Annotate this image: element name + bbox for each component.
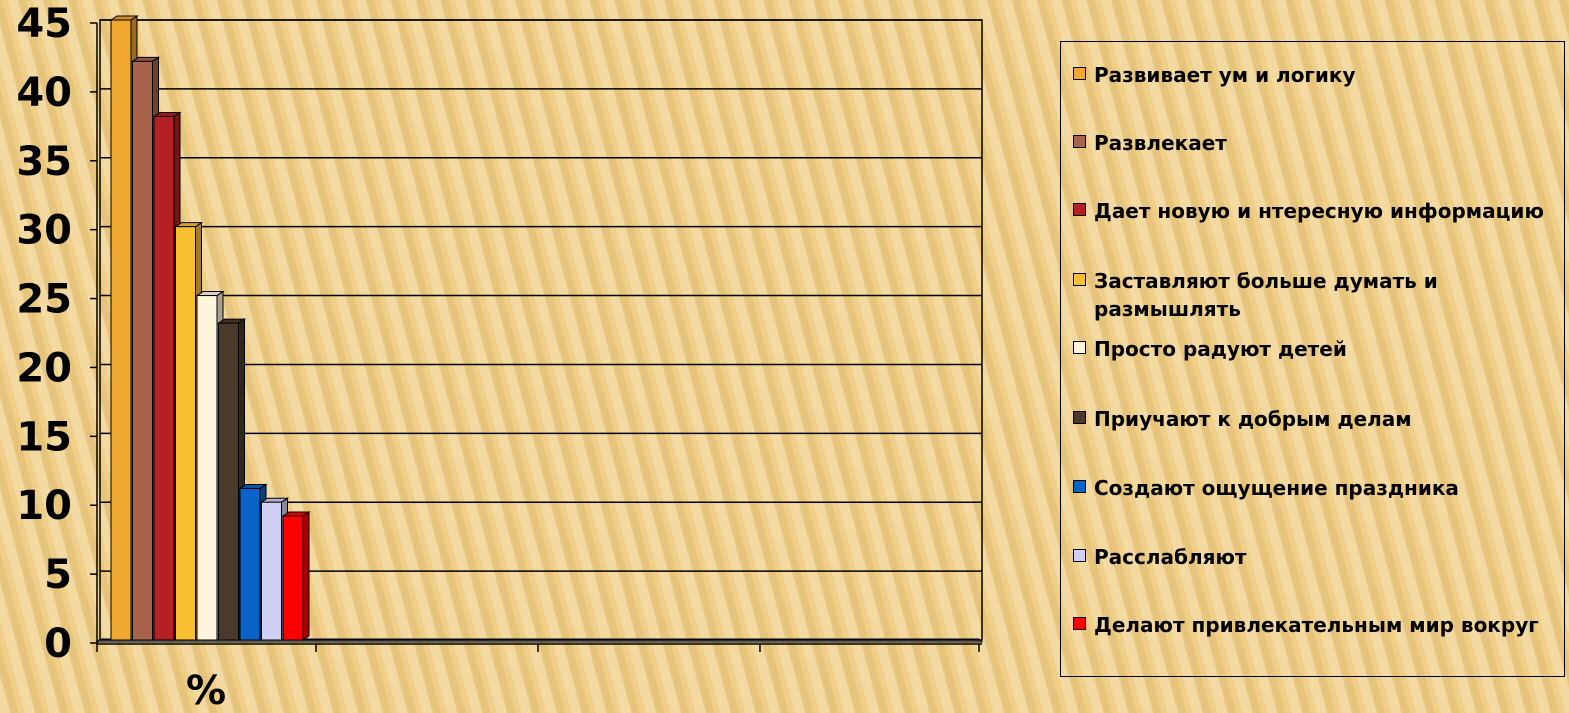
- bar: [281, 511, 311, 641]
- legend-swatch: [1073, 617, 1086, 630]
- legend-item: Делают привлекательным мир вокруг: [1073, 611, 1561, 639]
- y-tick-label: 15: [16, 414, 72, 460]
- legend-label: Дает новую и нтересную информацию: [1094, 199, 1544, 223]
- legend-item: Дает новую и нтересную информацию: [1073, 197, 1561, 225]
- bar-front-face: [196, 295, 218, 641]
- legend-label: Заставляют больше думать и размышлять: [1094, 269, 1438, 321]
- legend-item: Развлекает: [1073, 129, 1561, 157]
- legend-item: Создают ощущение праздника: [1073, 474, 1561, 502]
- legend-label: Делают привлекательным мир вокруг: [1094, 613, 1539, 637]
- bar-side-face: [302, 511, 310, 641]
- y-tick-label: 45: [16, 1, 72, 47]
- legend-label: Расслабляют: [1094, 545, 1247, 569]
- legend: Развивает ум и логику Развлекает Дает нову…: [1060, 41, 1565, 677]
- legend-item: Приучают к добрым делам: [1073, 405, 1561, 433]
- legend-swatch: [1073, 135, 1086, 148]
- bar-front-face: [239, 487, 261, 641]
- y-tick-labels: 0 5 10 15 20 25 30 35 40 45: [16, 1, 97, 667]
- legend-swatch: [1073, 549, 1086, 562]
- x-axis-label: %: [186, 668, 226, 713]
- legend-item: Заставляют больше думать и размышлять: [1073, 267, 1561, 323]
- legend-swatch: [1073, 480, 1086, 493]
- legend-item: Просто радуют детей: [1073, 335, 1561, 363]
- legend-swatch: [1073, 67, 1086, 80]
- y-tick-label: 0: [44, 621, 72, 667]
- bar-front-face: [132, 60, 153, 641]
- legend-swatch: [1073, 341, 1086, 354]
- bar-front-face: [110, 19, 132, 641]
- legend-label: Просто радуют детей: [1094, 337, 1347, 361]
- y-tick-label: 35: [16, 139, 72, 185]
- legend-item: Развивает ум и логику: [1073, 61, 1561, 89]
- y-tick-label: 20: [16, 345, 72, 391]
- legend-swatch: [1073, 273, 1086, 286]
- legend-swatch: [1073, 203, 1086, 216]
- gridlines: [100, 19, 982, 572]
- axes: [96, 23, 982, 652]
- bar-front-face: [153, 115, 175, 641]
- bar-front-face: [261, 501, 282, 641]
- legend-label: Развивает ум и логику: [1094, 63, 1356, 87]
- legend-label: Приучают к добрым делам: [1094, 407, 1412, 431]
- y-tick-label: 40: [16, 70, 72, 116]
- y-tick-label: 25: [16, 277, 72, 323]
- legend-label: Создают ощущение праздника: [1094, 476, 1459, 500]
- bar-front-face: [218, 322, 239, 641]
- y-tick-label: 10: [16, 483, 72, 529]
- bar-front-face: [282, 515, 304, 641]
- legend-swatch: [1073, 411, 1086, 424]
- bar-front-face: [175, 226, 196, 641]
- legend-item: Расслабляют: [1073, 543, 1561, 571]
- y-tick-label: 30: [16, 208, 72, 254]
- bars: [109, 15, 311, 641]
- legend-label: Развлекает: [1094, 131, 1227, 155]
- y-tick-label: 5: [44, 552, 72, 598]
